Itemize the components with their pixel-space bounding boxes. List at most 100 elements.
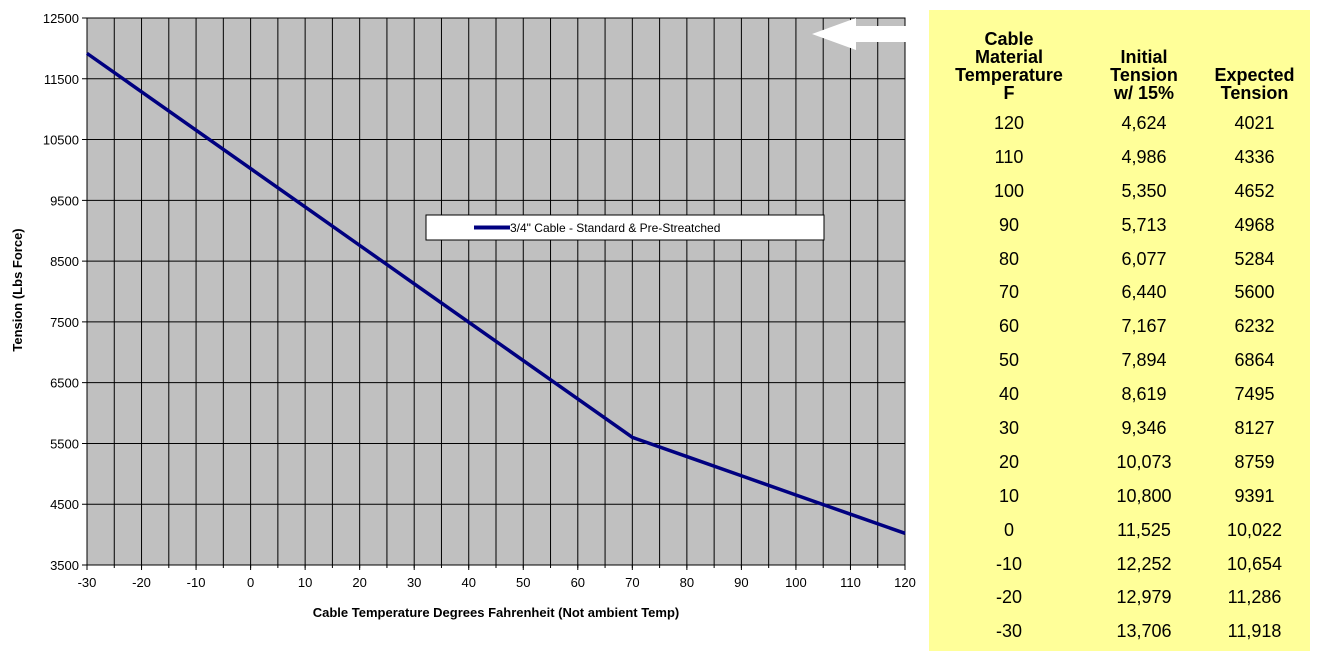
series-point bbox=[522, 360, 524, 362]
table-cell: 50 bbox=[998, 350, 1020, 371]
series-point bbox=[468, 321, 470, 323]
table-header-line: F bbox=[1003, 83, 1015, 103]
x-tick-label: 10 bbox=[298, 575, 312, 590]
table-header: Expected Tension bbox=[1199, 10, 1310, 106]
y-tick-label: 10500 bbox=[43, 133, 79, 148]
table-cell: 4968 bbox=[1234, 214, 1275, 235]
tension-table-panel: Cable Material Temperature F Initial Tension w… bbox=[929, 10, 1310, 651]
y-tick-label: 6500 bbox=[50, 376, 79, 391]
table-cell: 8127 bbox=[1234, 417, 1275, 438]
y-tick-label: 9500 bbox=[50, 193, 79, 208]
table-cell: 6,077 bbox=[1121, 248, 1167, 269]
table-row: 120 4,624 4021 bbox=[929, 106, 1310, 140]
table-row: 40 8,619 7495 bbox=[929, 377, 1310, 411]
table-row: 70 6,440 5600 bbox=[929, 275, 1310, 309]
series-point bbox=[740, 475, 742, 477]
table-cell: 13,706 bbox=[1116, 621, 1172, 642]
table-cell: 12,979 bbox=[1116, 587, 1172, 608]
table-row: 90 5,713 4968 bbox=[929, 208, 1310, 242]
table-cell: 110 bbox=[994, 146, 1024, 167]
table-header-line: w/ 15% bbox=[1113, 83, 1175, 103]
table-row: 80 6,077 5284 bbox=[929, 242, 1310, 276]
table-row: 110 4,986 4336 bbox=[929, 140, 1310, 174]
table-cell: 4336 bbox=[1234, 146, 1275, 167]
series-point bbox=[86, 52, 88, 54]
table-header-line: Cable bbox=[984, 29, 1034, 49]
table-cell: 10,800 bbox=[1116, 485, 1172, 506]
left-arrow-icon bbox=[812, 18, 938, 50]
x-tick-label: -20 bbox=[132, 575, 151, 590]
table-cell: 30 bbox=[998, 417, 1020, 438]
x-tick-label: 90 bbox=[734, 575, 748, 590]
table-row: -30 13,706 11,918 bbox=[929, 614, 1310, 648]
series-point bbox=[195, 129, 197, 131]
table-header-line: Expected bbox=[1214, 65, 1295, 85]
y-tick-label: 4500 bbox=[50, 497, 79, 512]
table-cell: 120 bbox=[993, 112, 1025, 133]
table-header-line: Material bbox=[974, 47, 1044, 67]
table-cell: 0 bbox=[1003, 519, 1014, 540]
table-cell: 80 bbox=[998, 248, 1020, 269]
x-tick-label: 100 bbox=[785, 575, 807, 590]
table-cell: 11,918 bbox=[1227, 621, 1282, 642]
table-cell: 9,346 bbox=[1121, 417, 1167, 438]
table-cell: 4021 bbox=[1234, 112, 1275, 133]
line-chart: 3500450055006500750085009500105001150012… bbox=[10, 11, 916, 620]
table-cell: 10,654 bbox=[1226, 553, 1283, 574]
series-point bbox=[577, 398, 579, 400]
table-cell: 11,525 bbox=[1117, 519, 1171, 540]
table-cell: 20 bbox=[998, 451, 1020, 472]
x-tick-label: 20 bbox=[352, 575, 366, 590]
x-tick-label: 0 bbox=[247, 575, 254, 590]
table-header-line: Tension bbox=[1110, 65, 1178, 85]
table-row: 100 5,350 4652 bbox=[929, 174, 1310, 208]
plot-border bbox=[86, 17, 906, 566]
table-cell: 8,619 bbox=[1121, 384, 1167, 405]
table-cell: 40 bbox=[998, 384, 1020, 405]
table-cell: 4,624 bbox=[1121, 112, 1167, 133]
x-tick-label: 50 bbox=[516, 575, 530, 590]
table-cell: 6232 bbox=[1234, 316, 1275, 337]
table-header: Initial Tension w/ 15% bbox=[1089, 10, 1199, 106]
legend-label: 3/4" Cable - Standard & Pre-Streatched bbox=[510, 221, 720, 235]
y-tick-label: 7500 bbox=[50, 315, 79, 330]
series-point bbox=[413, 283, 415, 285]
y-tick-label: 3500 bbox=[50, 558, 79, 573]
table-cell: -30 bbox=[995, 621, 1022, 642]
table-cell: 5,713 bbox=[1121, 214, 1167, 235]
table-cell: 5600 bbox=[1234, 282, 1275, 303]
table-cell: 7,894 bbox=[1121, 350, 1167, 371]
table-row: -20 12,979 11,286 bbox=[929, 580, 1310, 614]
y-tick-label: 5500 bbox=[50, 436, 79, 451]
table-cell: 10,073 bbox=[1116, 451, 1172, 472]
table-cell: 100 bbox=[993, 180, 1025, 201]
x-tick-label: 110 bbox=[840, 575, 861, 590]
table-header-line: Temperature bbox=[955, 65, 1063, 85]
table-cell: 7,167 bbox=[1121, 316, 1167, 337]
table-header-line: Initial bbox=[1120, 47, 1168, 67]
chart-legend: 3/4" Cable - Standard & Pre-Streatched bbox=[425, 214, 825, 241]
table-cell: 5,350 bbox=[1121, 180, 1167, 201]
table-cell: 4652 bbox=[1234, 180, 1275, 201]
table-cell: 6,440 bbox=[1121, 282, 1167, 303]
table-cell: 6864 bbox=[1234, 350, 1275, 371]
table-cell: 90 bbox=[998, 214, 1020, 235]
table-cell: 8759 bbox=[1234, 451, 1275, 472]
x-tick-label: 30 bbox=[407, 575, 421, 590]
table-row: 60 7,167 6232 bbox=[929, 309, 1310, 343]
x-tick-label: 60 bbox=[571, 575, 585, 590]
table-row: 10 10,800 9391 bbox=[929, 479, 1310, 513]
table-cell: 7495 bbox=[1234, 384, 1275, 405]
y-tick-label: 11500 bbox=[44, 72, 79, 87]
y-tick-label: 8500 bbox=[50, 254, 79, 269]
table-cell: 70 bbox=[998, 282, 1020, 303]
series-point bbox=[250, 168, 252, 170]
x-tick-label: 70 bbox=[625, 575, 639, 590]
table-cell: 11,286 bbox=[1227, 587, 1282, 608]
table-row: -10 12,252 10,654 bbox=[929, 547, 1310, 581]
table-cell: 4,986 bbox=[1121, 146, 1167, 167]
table-cell: 5284 bbox=[1234, 248, 1275, 269]
y-tick-label: 12500 bbox=[43, 11, 79, 26]
series-point bbox=[141, 91, 143, 93]
series-point bbox=[304, 206, 306, 208]
